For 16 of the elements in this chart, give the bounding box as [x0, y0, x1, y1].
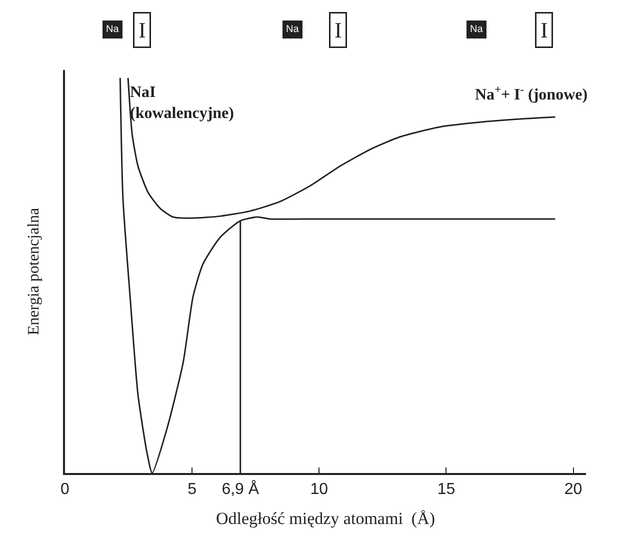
text: Na — [106, 24, 120, 35]
annotation: Na$^{+}$+ I$^{-}$ (jonowe) — [475, 84, 588, 104]
text: Na — [470, 24, 484, 35]
x-tick-label: 5 — [188, 480, 197, 498]
x-axis-title: Odległość między atomami (Å) — [216, 508, 436, 528]
x-tick-label: 10 — [310, 480, 328, 498]
x-tick-label: 0 — [60, 480, 70, 498]
text: I — [138, 18, 146, 42]
annotation: NaI (kowalencyjne) — [130, 84, 234, 122]
text: I — [334, 18, 342, 42]
x-tick-label: 6,9 Å — [222, 480, 260, 498]
y-axis-title: Energia potencjalna — [26, 208, 43, 336]
x-tick-label: 20 — [564, 480, 582, 498]
text: Na — [286, 24, 300, 35]
x-tick-label: 15 — [437, 480, 456, 498]
text: I — [540, 18, 548, 42]
